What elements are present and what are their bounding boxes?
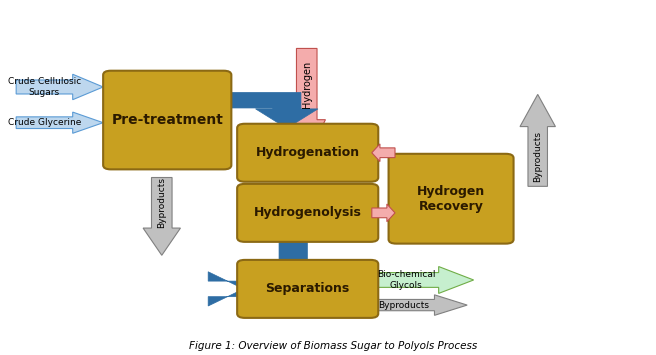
Polygon shape bbox=[208, 237, 308, 306]
Polygon shape bbox=[288, 48, 325, 158]
Polygon shape bbox=[16, 74, 103, 100]
Polygon shape bbox=[224, 92, 318, 129]
FancyBboxPatch shape bbox=[237, 260, 379, 318]
Text: Pre-treatment: Pre-treatment bbox=[112, 113, 223, 127]
Text: Hydrogenolysis: Hydrogenolysis bbox=[254, 206, 361, 219]
Polygon shape bbox=[374, 267, 474, 294]
Polygon shape bbox=[520, 94, 556, 186]
Text: Hydrogen
Recovery: Hydrogen Recovery bbox=[417, 185, 485, 213]
Polygon shape bbox=[372, 204, 395, 222]
Text: Bio-chemical
Glycols: Bio-chemical Glycols bbox=[377, 270, 436, 290]
Text: Hydrogen: Hydrogen bbox=[302, 60, 312, 108]
Text: Separations: Separations bbox=[266, 282, 350, 295]
FancyBboxPatch shape bbox=[237, 184, 379, 242]
Text: Byproducts: Byproducts bbox=[533, 131, 543, 182]
Text: Crude Glycerine: Crude Glycerine bbox=[8, 118, 81, 127]
Text: Figure 1: Overview of Biomass Sugar to Polyols Process: Figure 1: Overview of Biomass Sugar to P… bbox=[189, 341, 478, 351]
FancyBboxPatch shape bbox=[388, 154, 514, 244]
Text: Hydrogenation: Hydrogenation bbox=[256, 146, 359, 159]
Polygon shape bbox=[16, 112, 103, 133]
Polygon shape bbox=[143, 178, 180, 255]
FancyBboxPatch shape bbox=[103, 71, 232, 169]
Polygon shape bbox=[374, 295, 467, 315]
Polygon shape bbox=[372, 144, 395, 162]
Text: Crude Cellulosic
Sugars: Crude Cellulosic Sugars bbox=[8, 77, 81, 97]
FancyBboxPatch shape bbox=[237, 124, 379, 182]
Text: Byproducts: Byproducts bbox=[379, 301, 430, 310]
Text: Byproducts: Byproducts bbox=[157, 177, 166, 228]
